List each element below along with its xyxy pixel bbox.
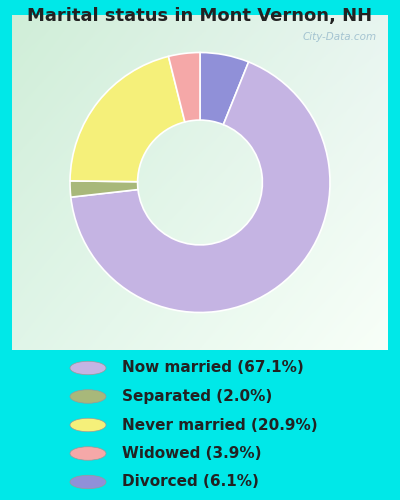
Circle shape	[70, 418, 106, 432]
Wedge shape	[70, 181, 138, 197]
Circle shape	[70, 390, 106, 403]
Wedge shape	[168, 52, 200, 122]
Circle shape	[70, 447, 106, 460]
Text: City-Data.com: City-Data.com	[302, 32, 377, 42]
Wedge shape	[200, 52, 249, 125]
Circle shape	[70, 361, 106, 375]
Wedge shape	[71, 62, 330, 312]
Text: Widowed (3.9%): Widowed (3.9%)	[122, 446, 262, 461]
Text: Marital status in Mont Vernon, NH: Marital status in Mont Vernon, NH	[28, 8, 372, 26]
Wedge shape	[70, 56, 185, 182]
Text: Now married (67.1%): Now married (67.1%)	[122, 360, 304, 376]
Text: Divorced (6.1%): Divorced (6.1%)	[122, 474, 259, 490]
Text: Never married (20.9%): Never married (20.9%)	[122, 418, 318, 432]
Circle shape	[70, 475, 106, 489]
Text: Separated (2.0%): Separated (2.0%)	[122, 389, 272, 404]
